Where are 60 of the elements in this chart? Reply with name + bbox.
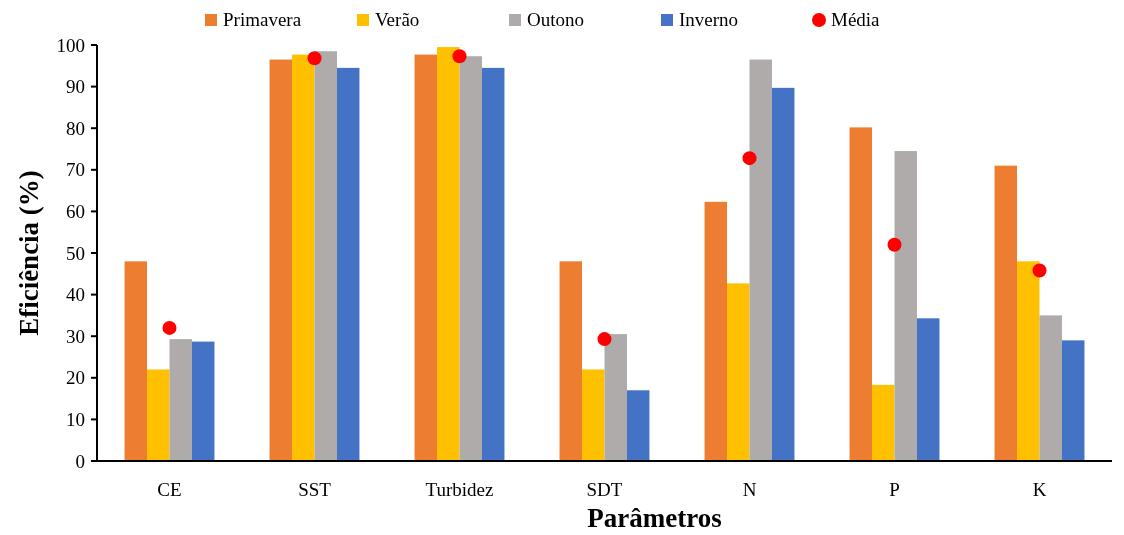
bar — [169, 339, 192, 461]
point — [307, 51, 322, 66]
bar — [872, 384, 895, 461]
point — [1032, 263, 1047, 278]
y-tick-label: 100 — [56, 34, 85, 56]
bar — [336, 67, 360, 461]
bar — [414, 54, 438, 461]
x-tick-label: CE — [157, 479, 182, 500]
bar — [559, 261, 583, 461]
y-tick-label: 90 — [66, 76, 85, 98]
y-tick-label: 50 — [66, 242, 85, 264]
x-tick-label: Turbidez — [425, 479, 494, 500]
x-tick-label: SDT — [586, 479, 623, 500]
bar — [124, 261, 148, 461]
bar — [191, 341, 215, 461]
bar — [604, 334, 627, 461]
y-tick-label: 30 — [66, 325, 85, 347]
bar — [749, 59, 772, 461]
bar — [1039, 315, 1062, 461]
bar — [916, 318, 940, 461]
y-tick-label: 40 — [66, 284, 85, 306]
point — [162, 320, 177, 335]
legend-label: Primavera — [223, 9, 302, 30]
y-axis-title: Eficiência (%) — [14, 170, 44, 336]
bar — [704, 201, 728, 461]
legend-label: Média — [831, 9, 881, 30]
bar — [459, 56, 482, 461]
y-tick-label: 80 — [66, 117, 85, 139]
x-axis-title: Parâmetros — [587, 503, 722, 533]
bar — [437, 47, 460, 461]
bar — [582, 369, 605, 461]
bar — [771, 87, 795, 461]
bar — [894, 151, 917, 461]
bar — [147, 369, 170, 461]
bar — [849, 127, 873, 461]
point — [742, 151, 757, 166]
legend-label: Verão — [375, 9, 420, 30]
x-tick-label: N — [742, 479, 757, 500]
x-tick-label: SST — [298, 479, 332, 500]
bar — [1017, 261, 1040, 461]
bar — [727, 283, 750, 461]
bar — [481, 67, 505, 461]
bar — [292, 54, 315, 461]
y-tick-label: 70 — [66, 159, 85, 181]
y-tick-label: 10 — [66, 409, 85, 431]
legend-label: Outono — [527, 9, 584, 30]
y-tick-label: 60 — [66, 201, 85, 223]
x-tick-label: K — [1032, 479, 1047, 500]
bar — [994, 165, 1018, 461]
bar — [269, 59, 293, 461]
point — [452, 49, 467, 64]
point — [887, 237, 902, 252]
bar — [1061, 340, 1085, 461]
x-tick-label: P — [889, 479, 900, 500]
bar — [314, 51, 337, 461]
point — [597, 332, 612, 347]
y-tick-label: 20 — [66, 367, 85, 389]
bar — [626, 390, 650, 461]
y-tick-label: 0 — [75, 450, 85, 472]
legend-label: Inverno — [679, 9, 739, 30]
